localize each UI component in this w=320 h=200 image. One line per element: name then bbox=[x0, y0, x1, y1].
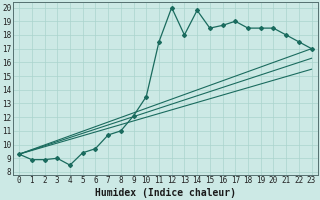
X-axis label: Humidex (Indice chaleur): Humidex (Indice chaleur) bbox=[95, 188, 236, 198]
